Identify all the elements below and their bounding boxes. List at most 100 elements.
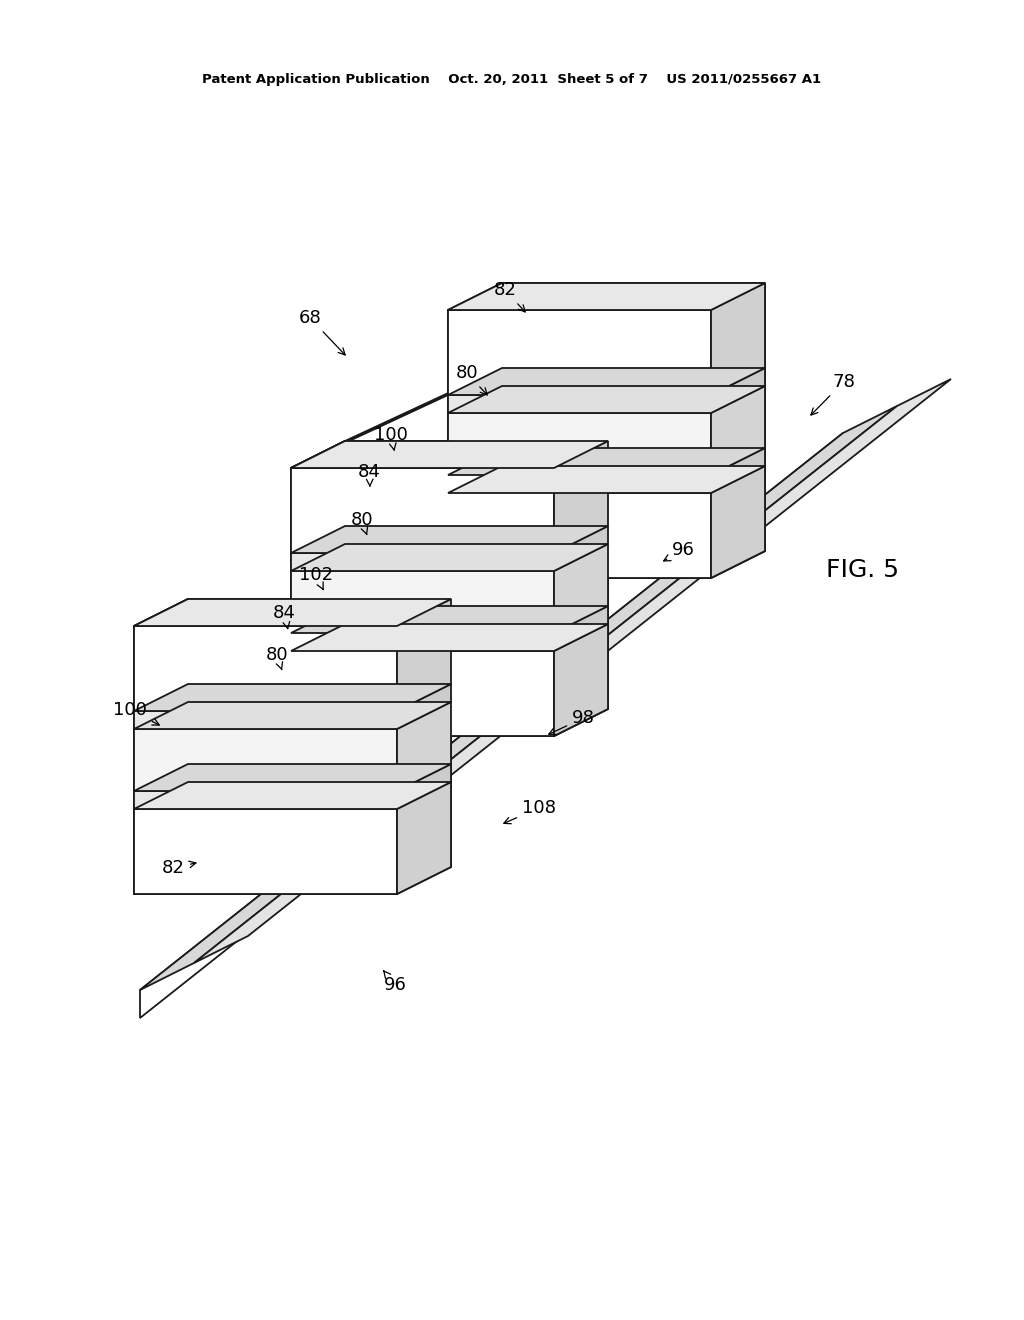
Polygon shape [291,651,554,737]
Polygon shape [134,626,397,711]
Polygon shape [291,441,608,469]
Polygon shape [711,368,765,413]
Polygon shape [554,441,608,553]
Polygon shape [711,447,765,492]
Polygon shape [134,599,451,626]
Polygon shape [711,385,765,475]
Polygon shape [140,407,897,990]
Polygon shape [134,781,451,809]
Polygon shape [291,469,554,553]
Polygon shape [291,572,554,634]
Text: 80: 80 [456,364,487,395]
Polygon shape [397,764,451,809]
Polygon shape [291,624,608,651]
Polygon shape [134,809,397,894]
Polygon shape [711,447,765,492]
Polygon shape [291,634,554,651]
Polygon shape [449,475,711,492]
Polygon shape [291,651,554,737]
Polygon shape [291,441,608,469]
Polygon shape [397,599,451,711]
Polygon shape [134,599,451,626]
Text: 82: 82 [494,281,525,312]
Polygon shape [449,413,711,475]
Polygon shape [449,385,765,413]
Polygon shape [291,606,608,634]
Polygon shape [554,606,608,651]
Polygon shape [449,395,711,413]
Text: 98: 98 [549,709,595,734]
Polygon shape [449,310,711,395]
Polygon shape [397,599,451,711]
Polygon shape [291,553,554,572]
Polygon shape [291,572,554,634]
Polygon shape [194,379,951,964]
Text: 96: 96 [664,541,695,561]
Polygon shape [134,781,451,809]
Polygon shape [134,684,451,711]
Polygon shape [134,684,451,711]
Text: 100: 100 [374,426,408,450]
Polygon shape [134,626,397,711]
Polygon shape [134,702,451,729]
Polygon shape [134,764,451,791]
Polygon shape [291,544,608,572]
Polygon shape [397,764,451,809]
Polygon shape [554,525,608,572]
Text: 80: 80 [265,645,288,669]
Polygon shape [449,492,711,578]
Polygon shape [397,702,451,791]
Polygon shape [291,441,502,578]
Polygon shape [449,368,765,395]
Polygon shape [134,599,345,737]
Text: 84: 84 [358,463,381,487]
Polygon shape [449,447,765,475]
Polygon shape [134,702,451,729]
Text: FIG. 5: FIG. 5 [825,558,898,582]
Polygon shape [449,368,765,395]
Polygon shape [397,781,451,894]
Text: 96: 96 [384,970,407,994]
Text: 80: 80 [350,511,373,535]
Polygon shape [140,433,843,1018]
Polygon shape [554,606,608,651]
Polygon shape [554,624,608,737]
Polygon shape [711,368,765,413]
Polygon shape [449,395,711,413]
Polygon shape [397,599,608,737]
Polygon shape [554,441,765,578]
Polygon shape [134,711,397,729]
Polygon shape [449,447,765,475]
Text: 108: 108 [504,799,556,824]
Polygon shape [449,475,711,492]
Polygon shape [449,385,765,413]
Polygon shape [134,729,397,791]
Text: 100: 100 [113,701,160,725]
Polygon shape [291,469,554,553]
Polygon shape [291,544,608,572]
Polygon shape [554,525,608,572]
Polygon shape [397,684,451,729]
Polygon shape [449,310,711,395]
Polygon shape [554,441,608,553]
Polygon shape [449,492,711,578]
Polygon shape [554,544,608,634]
Polygon shape [291,606,608,634]
Polygon shape [291,553,554,572]
Polygon shape [449,466,765,492]
Polygon shape [449,466,765,492]
Polygon shape [711,282,765,395]
Polygon shape [711,466,765,578]
Polygon shape [397,702,451,791]
Polygon shape [711,282,765,395]
Polygon shape [554,544,608,634]
Polygon shape [449,282,765,310]
Polygon shape [397,684,451,729]
Polygon shape [711,385,765,475]
Text: 68: 68 [299,309,345,355]
Polygon shape [134,711,397,729]
Polygon shape [134,729,397,791]
Text: 82: 82 [162,859,196,876]
Polygon shape [291,525,608,553]
Polygon shape [291,634,554,651]
